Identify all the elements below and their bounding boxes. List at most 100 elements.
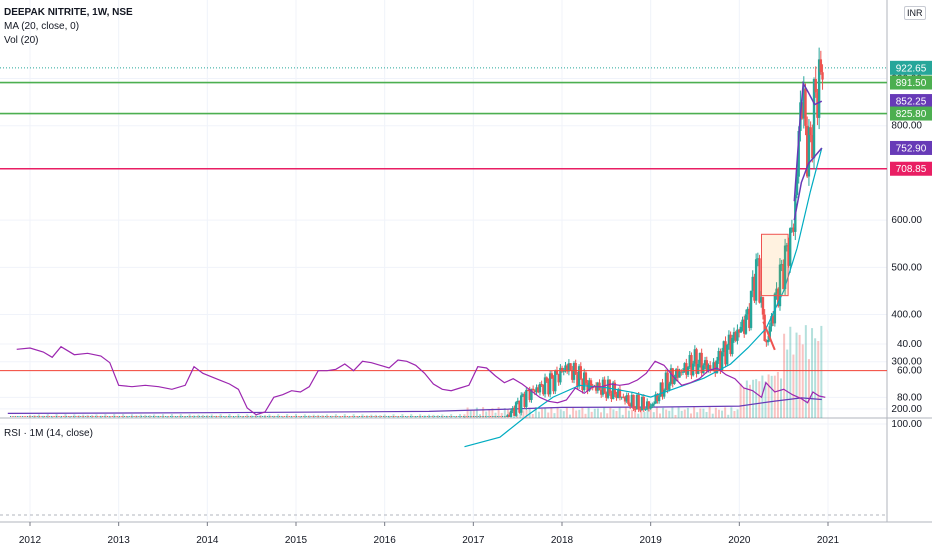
- volume-bar: [643, 412, 646, 418]
- volume-bar: [631, 409, 634, 418]
- candle-body: [635, 394, 639, 410]
- volume-bar: [290, 416, 293, 418]
- candle-body: [731, 337, 734, 355]
- candle-body: [579, 366, 582, 379]
- volume-bar: [795, 332, 798, 418]
- chart-symbol-title[interactable]: DEEPAK NITRITE, 1W, NSE: [4, 7, 133, 18]
- candle-body: [790, 227, 794, 229]
- volume-bar: [544, 408, 547, 418]
- candle-body: [811, 134, 814, 159]
- volume-bar: [463, 414, 466, 418]
- volume-bar: [241, 416, 244, 418]
- candle-body: [610, 393, 613, 399]
- candle-body: [550, 373, 554, 379]
- candle-body: [669, 368, 673, 384]
- candle-body: [557, 374, 560, 383]
- candle-body: [659, 382, 663, 397]
- candle-body: [783, 245, 787, 290]
- volume-bar: [575, 410, 578, 418]
- candle-body: [625, 395, 628, 402]
- volume-bar: [516, 414, 519, 418]
- candle-body: [703, 360, 707, 366]
- candle-body: [812, 79, 816, 159]
- candle-body: [746, 308, 749, 315]
- candle-body: [572, 363, 576, 380]
- volume-bar: [410, 414, 413, 418]
- candle-body: [565, 365, 569, 372]
- candle-body: [538, 383, 542, 393]
- volume-bar: [525, 409, 528, 418]
- candle-body: [734, 332, 737, 341]
- candle-body: [673, 378, 676, 384]
- volume-bar: [786, 349, 789, 418]
- candle-body: [802, 88, 806, 119]
- time-tick-label: 2015: [285, 535, 308, 546]
- candle-body: [547, 381, 550, 395]
- volume-bar: [606, 413, 609, 418]
- volume-bar: [640, 407, 643, 418]
- price-tick-label: 400.00: [891, 310, 922, 321]
- volume-bar: [736, 409, 739, 418]
- volume-bar: [506, 409, 509, 418]
- price-badge: [890, 94, 932, 109]
- volume-bar: [590, 411, 593, 418]
- candle-body: [761, 297, 765, 315]
- candle-body: [782, 264, 785, 290]
- candle-body: [531, 388, 535, 391]
- volume-bar: [357, 416, 360, 418]
- candle-body: [680, 371, 683, 373]
- candle-body: [737, 329, 741, 333]
- volume-bar: [693, 407, 696, 418]
- time-tick-label: 2016: [374, 535, 397, 546]
- volume-bar: [668, 410, 671, 418]
- volume-bar: [419, 414, 422, 418]
- time-tick-label: 2013: [108, 535, 131, 546]
- candle-body: [594, 385, 598, 391]
- price-badge-label: 825.80: [896, 109, 927, 120]
- volume-bar: [711, 413, 714, 418]
- volume-bar: [730, 407, 733, 418]
- time-tick-label: 2014: [196, 535, 219, 546]
- volume-bar: [596, 408, 599, 418]
- candle-body: [765, 340, 768, 343]
- candle-body: [554, 370, 557, 392]
- candle-body: [545, 377, 548, 382]
- rsi-tick-label: 40.00: [897, 339, 922, 350]
- volume-bar: [139, 414, 142, 418]
- volume-bar: [662, 407, 665, 418]
- price-tick-label: 800.00: [891, 121, 922, 132]
- candle-body: [548, 373, 552, 395]
- candle-body: [751, 276, 754, 291]
- candle-body: [588, 380, 591, 391]
- candle-body: [571, 369, 574, 380]
- volume-bar: [783, 333, 786, 418]
- volume-bar: [519, 407, 522, 418]
- candle-body: [705, 360, 708, 371]
- volume-bar: [95, 414, 98, 418]
- price-badge-label: 891.50: [896, 78, 927, 89]
- currency-badge[interactable]: INR: [904, 6, 926, 20]
- volume-bar: [537, 411, 540, 418]
- volume-bar: [68, 416, 71, 418]
- volume-bar: [441, 414, 444, 418]
- volume-bar: [522, 410, 525, 418]
- volume-bar: [702, 408, 705, 418]
- rsi-indicator-label[interactable]: RSI · 1M (14, close): [4, 428, 93, 439]
- volume-indicator-label[interactable]: Vol (20): [4, 35, 39, 46]
- price-badge-label: 752.90: [896, 143, 927, 154]
- candle-body: [618, 389, 622, 398]
- volume-bar: [475, 407, 478, 418]
- candle-body: [674, 369, 678, 379]
- candle-body: [627, 395, 630, 405]
- candle-body: [605, 392, 608, 398]
- annotation-arrow: [762, 321, 776, 351]
- candle-body: [533, 390, 537, 393]
- ma-indicator-label[interactable]: MA (20, close, 0): [4, 21, 80, 32]
- candle-body: [792, 227, 795, 232]
- volume-bar: [500, 412, 503, 418]
- candle-body: [569, 363, 572, 370]
- volume-bar: [587, 407, 590, 418]
- volume-bar: [73, 414, 76, 418]
- candle-body: [778, 264, 782, 307]
